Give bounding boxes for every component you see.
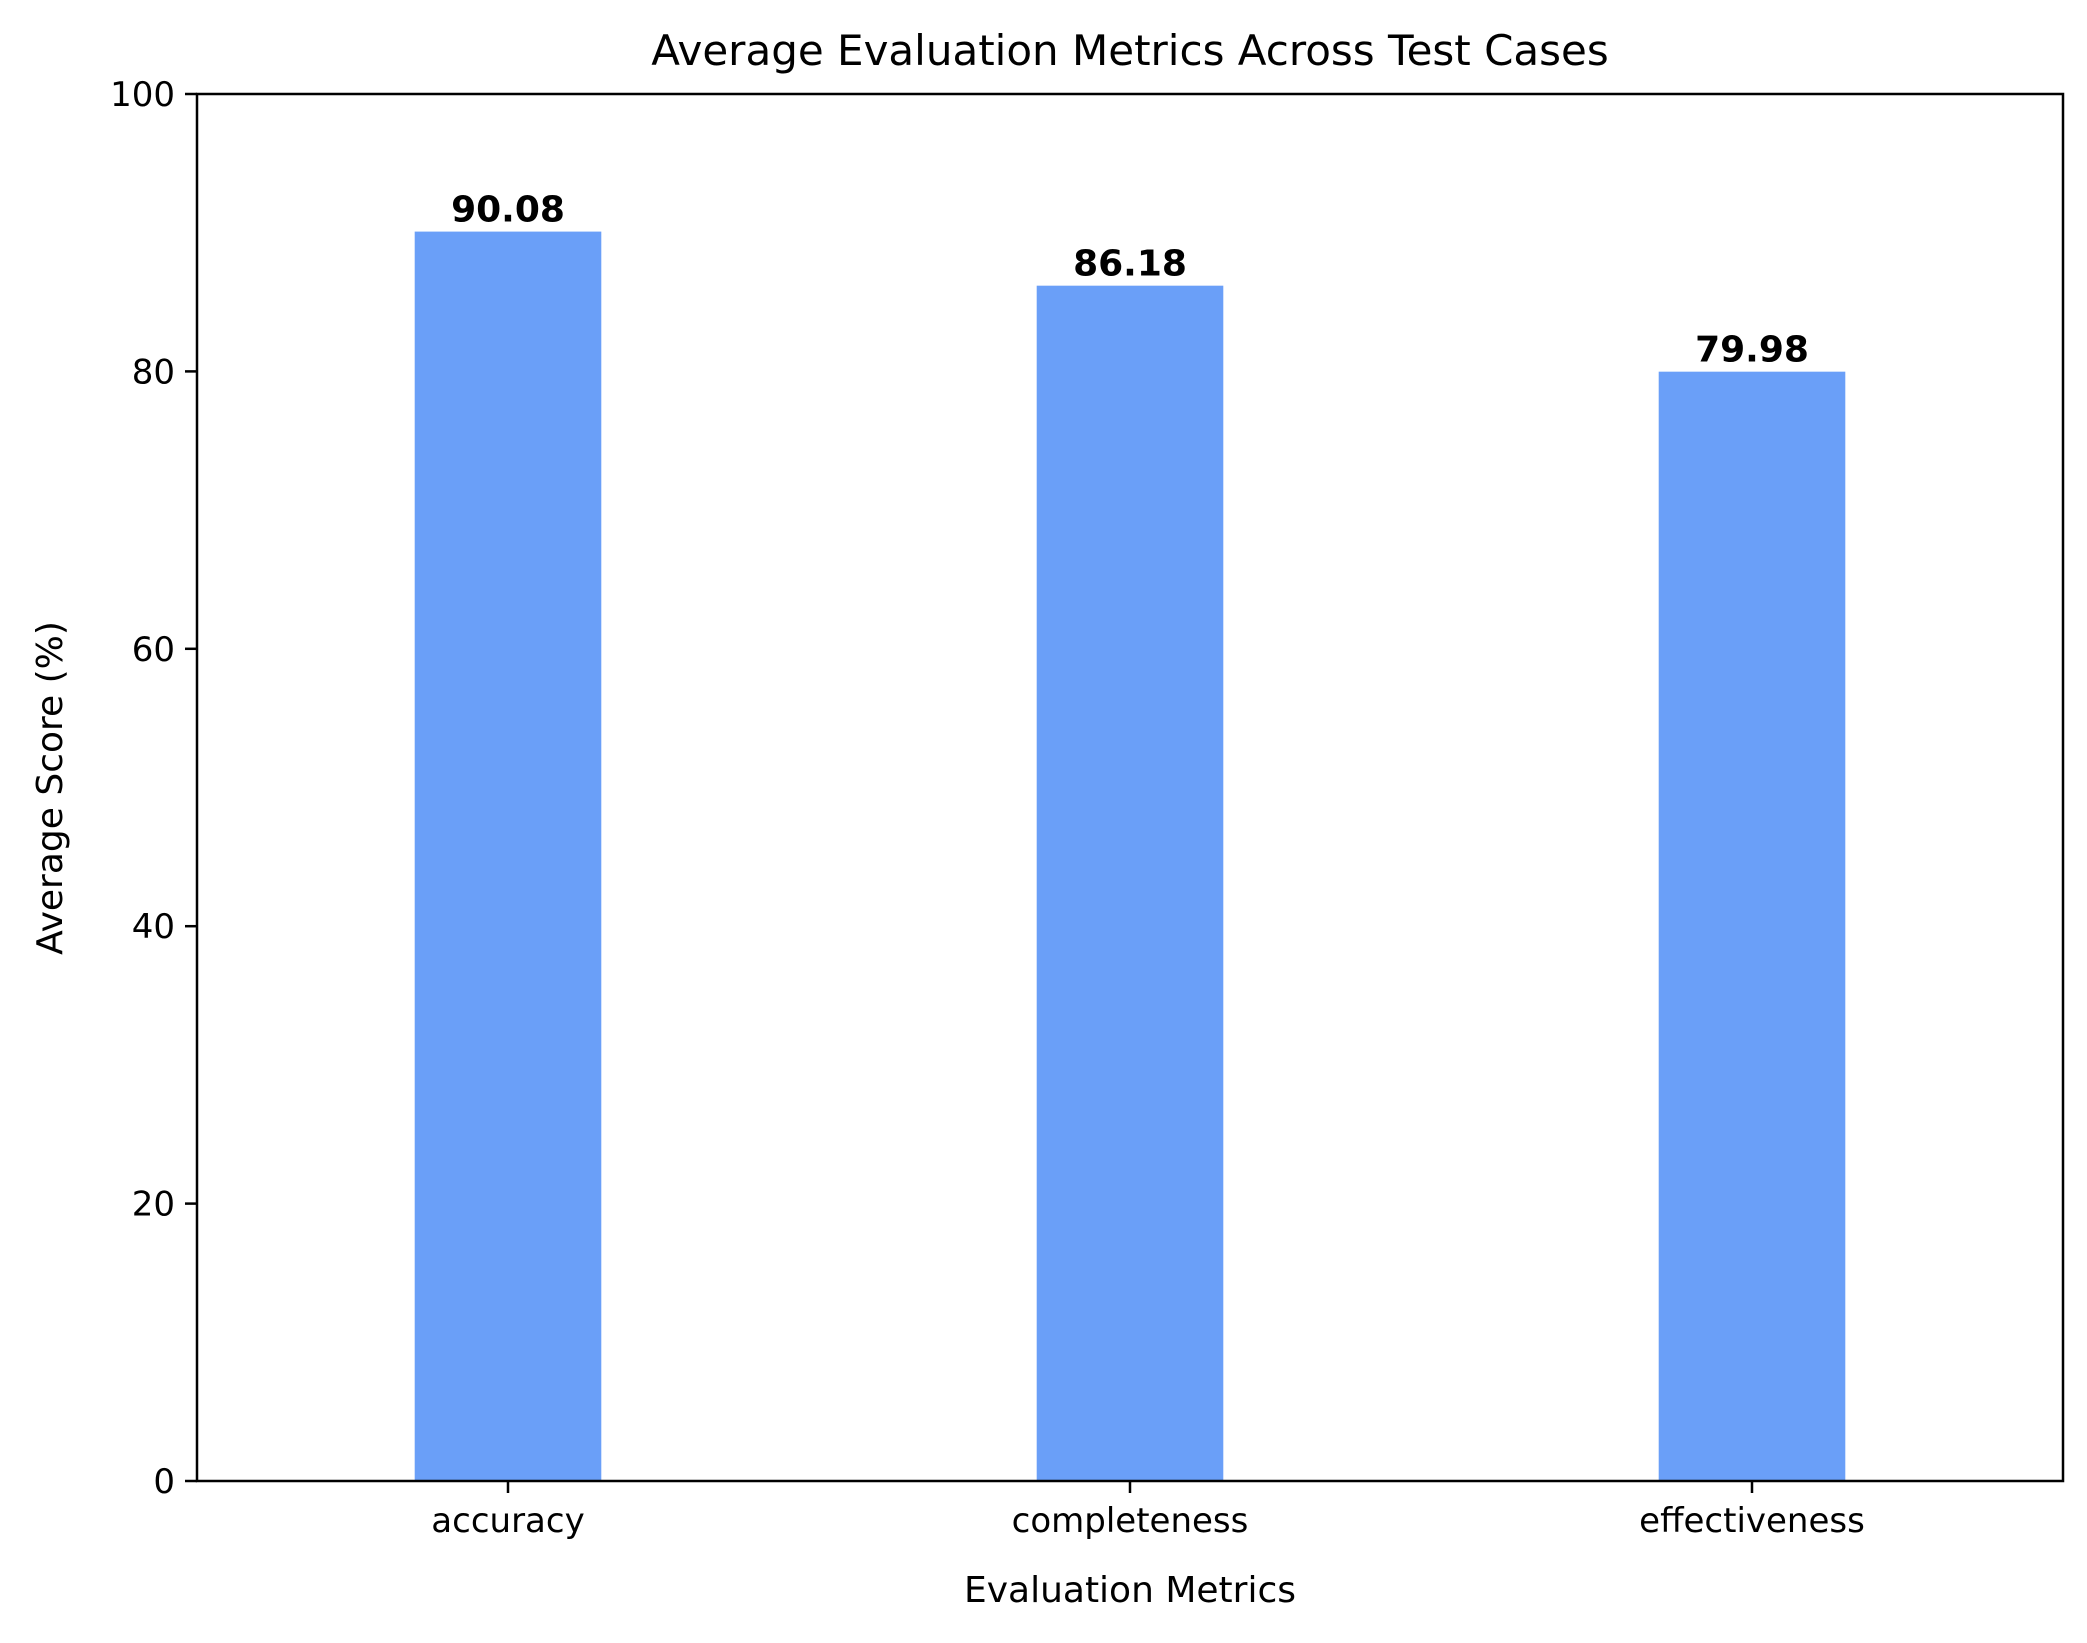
y-tick-label: 100 bbox=[110, 75, 175, 115]
y-tick-label: 20 bbox=[132, 1185, 175, 1225]
bar-accuracy bbox=[414, 231, 602, 1482]
bars-layer bbox=[414, 231, 1846, 1482]
y-tick-label: 80 bbox=[132, 352, 175, 392]
chart-title: Average Evaluation Metrics Across Test C… bbox=[651, 26, 1609, 75]
bar-effectiveness bbox=[1658, 371, 1846, 1482]
bar-value-label-completeness: 86.18 bbox=[1073, 244, 1187, 285]
y-tick-label: 60 bbox=[132, 630, 175, 670]
x-axis-label: Evaluation Metrics bbox=[964, 1570, 1296, 1611]
x-axis-ticks: accuracy completeness effectiveness bbox=[431, 1481, 1865, 1541]
bar-value-label-effectiveness: 79.98 bbox=[1695, 330, 1809, 371]
x-tick-label-effectiveness: effectiveness bbox=[1639, 1501, 1865, 1541]
x-tick-label-completeness: completeness bbox=[1012, 1501, 1249, 1541]
y-axis-label: Average Score (%) bbox=[30, 621, 71, 955]
x-tick-label-accuracy: accuracy bbox=[431, 1501, 584, 1541]
bar-value-label-accuracy: 90.08 bbox=[451, 190, 565, 231]
bar-value-labels: 90.08 86.18 79.98 bbox=[451, 190, 1809, 371]
bar-completeness bbox=[1036, 285, 1224, 1482]
y-tick-label: 40 bbox=[132, 907, 175, 947]
y-axis-ticks: 0 20 40 60 80 100 bbox=[110, 75, 197, 1502]
y-tick-label: 0 bbox=[153, 1462, 175, 1502]
